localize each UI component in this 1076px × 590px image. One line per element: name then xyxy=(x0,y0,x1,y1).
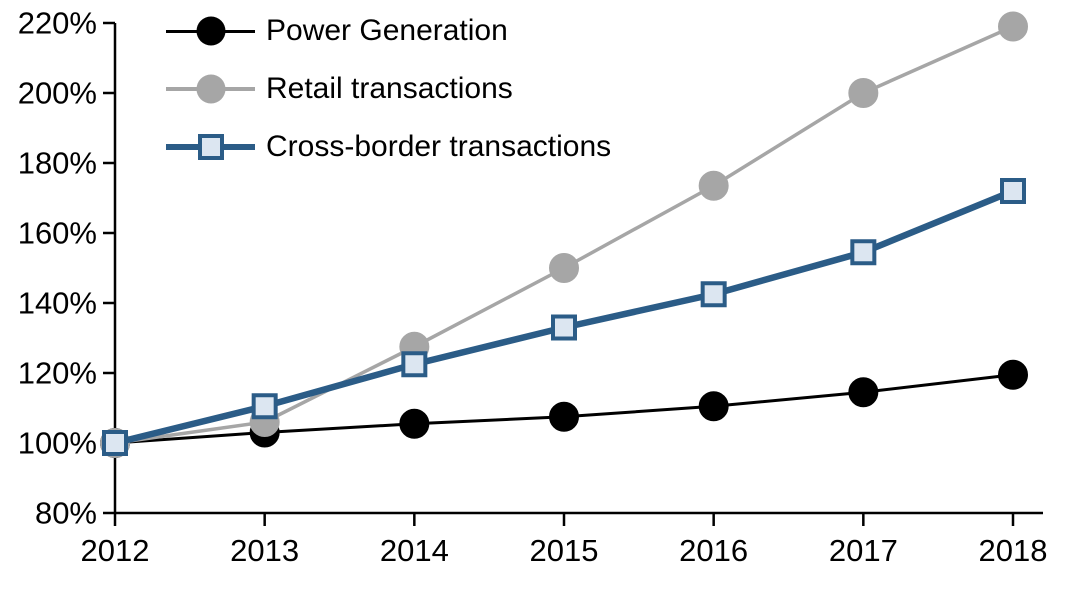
y-tick-label: 100% xyxy=(18,426,97,461)
data-point xyxy=(549,253,579,283)
data-point xyxy=(698,170,729,201)
x-tick-label: 2012 xyxy=(81,533,150,568)
legend-sample-retail-transactions xyxy=(166,72,255,106)
x-tick-label: 2014 xyxy=(380,533,449,568)
data-point xyxy=(848,78,879,108)
legend-item-retail-transactions: Retail transactions xyxy=(166,60,611,118)
circle-marker-icon xyxy=(196,74,225,104)
x-tick-label: 2018 xyxy=(979,533,1048,568)
legend-sample-cross-border-transactions xyxy=(166,130,255,164)
data-point xyxy=(698,391,729,422)
y-tick-label: 180% xyxy=(18,146,97,181)
square-marker-icon xyxy=(197,134,224,160)
data-point xyxy=(850,239,877,266)
y-tick-label: 200% xyxy=(18,76,97,111)
legend-item-power-generation: Power Generation xyxy=(166,2,611,60)
y-tick-label: 160% xyxy=(18,216,97,251)
legend-label: Cross-border transactions xyxy=(266,130,612,163)
y-tick-label: 120% xyxy=(18,356,97,391)
circle-marker-icon xyxy=(196,16,225,46)
legend-label: Power Generation xyxy=(266,14,508,47)
y-tick-label: 220% xyxy=(18,6,97,41)
x-tick-label: 2015 xyxy=(530,533,599,568)
x-tick-label: 2013 xyxy=(230,533,299,568)
series-power-generation xyxy=(100,359,1028,458)
legend-item-cross-border-transactions: Cross-border transactions xyxy=(166,118,611,176)
x-tick-label: 2016 xyxy=(679,533,748,568)
data-point xyxy=(700,281,727,308)
data-point xyxy=(551,314,577,341)
data-point xyxy=(251,393,278,420)
x-tick-label: 2017 xyxy=(829,533,898,568)
legend-sample-power-generation xyxy=(166,14,255,48)
series-cross-border-transactions xyxy=(102,178,1026,456)
data-point xyxy=(401,351,428,378)
data-point xyxy=(998,359,1028,390)
data-point xyxy=(848,377,879,408)
y-tick-label: 140% xyxy=(18,286,97,321)
legend-label: Retail transactions xyxy=(266,72,513,105)
data-point xyxy=(549,401,579,432)
data-point xyxy=(399,408,430,439)
data-point xyxy=(102,430,128,456)
legend: Power Generation Retail transactions Cross… xyxy=(166,2,611,176)
y-tick-label: 80% xyxy=(35,496,97,531)
data-point xyxy=(998,11,1028,42)
data-point xyxy=(1000,178,1026,204)
